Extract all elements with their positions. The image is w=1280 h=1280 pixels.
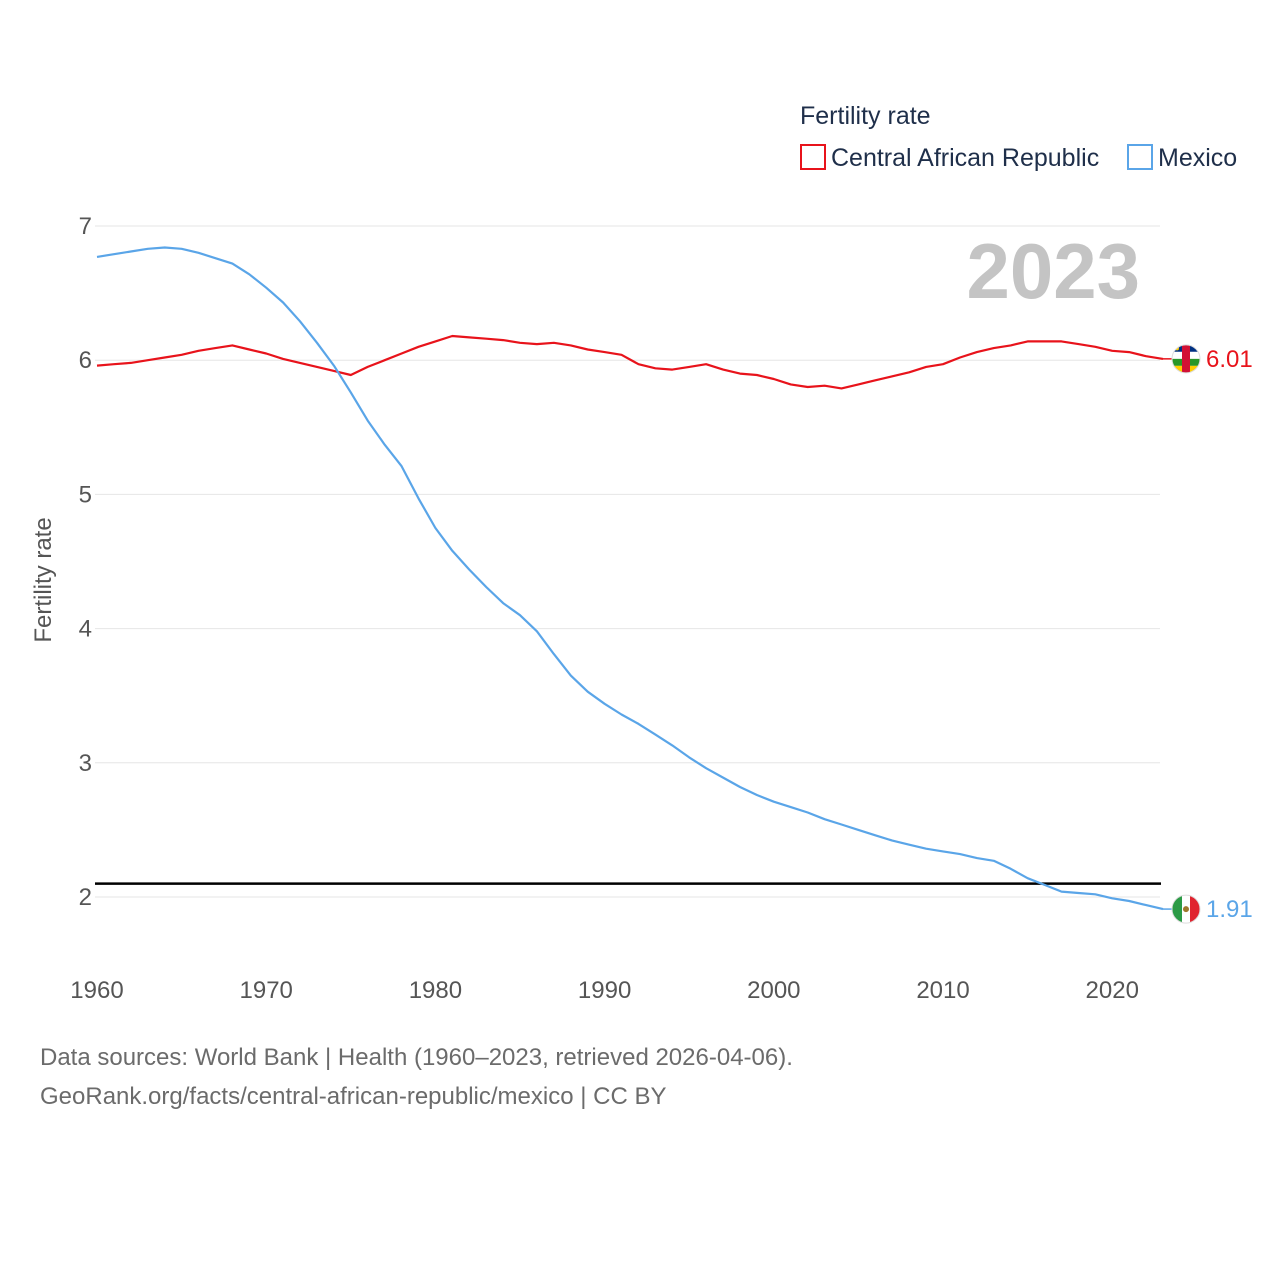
y-tick-label: 6	[79, 347, 92, 374]
x-tick-label: 1970	[240, 977, 293, 1004]
x-tick-label: 1990	[578, 977, 631, 1004]
end-value-label-mexico: 1.91	[1206, 896, 1253, 923]
legend-label-central-african-republic[interactable]: Central African Republic	[831, 144, 1099, 172]
legend-swatch-central-african-republic[interactable]	[800, 144, 826, 170]
y-axis-title: Fertility rate	[30, 517, 57, 642]
current-year-label: 2023	[966, 227, 1140, 315]
y-tick-label: 4	[79, 616, 92, 643]
x-tick-label: 1960	[70, 977, 123, 1004]
y-tick-label: 2	[79, 884, 92, 911]
data-source-text: Data sources: World Bank | Health (1960–…	[40, 1044, 793, 1071]
axes: 2 3 4 5 6 7 1960 1970 1980 1990 2000 2010 2020	[70, 213, 1139, 1004]
series-lines	[96, 246, 1164, 911]
end-value-label-central-african-republic: 6.01	[1206, 346, 1253, 373]
x-tick-label: 2010	[916, 977, 969, 1004]
series-line-mexico[interactable]	[96, 246, 1164, 911]
x-tick-label: 2020	[1086, 977, 1139, 1004]
y-tick-label: 7	[79, 213, 92, 240]
legend: Fertility rate Central African Republic …	[800, 102, 1237, 172]
mexico-flag-icon	[1171, 894, 1201, 924]
legend-title: Fertility rate	[800, 102, 931, 130]
y-tick-label: 5	[79, 481, 92, 508]
y-tick-label: 3	[79, 750, 92, 777]
x-tick-label: 1980	[409, 977, 462, 1004]
legend-label-mexico[interactable]: Mexico	[1158, 144, 1237, 172]
grid-lines	[95, 225, 1160, 898]
series-end-markers: 6.01 1.91	[1163, 344, 1253, 924]
x-tick-label: 2000	[747, 977, 800, 1004]
central-african-republic-flag-icon	[1171, 344, 1201, 374]
source-url-text: GeoRank.org/facts/central-african-republ…	[40, 1083, 667, 1110]
series-line-central-african-republic[interactable]	[96, 334, 1164, 390]
legend-swatch-mexico[interactable]	[1127, 144, 1153, 170]
